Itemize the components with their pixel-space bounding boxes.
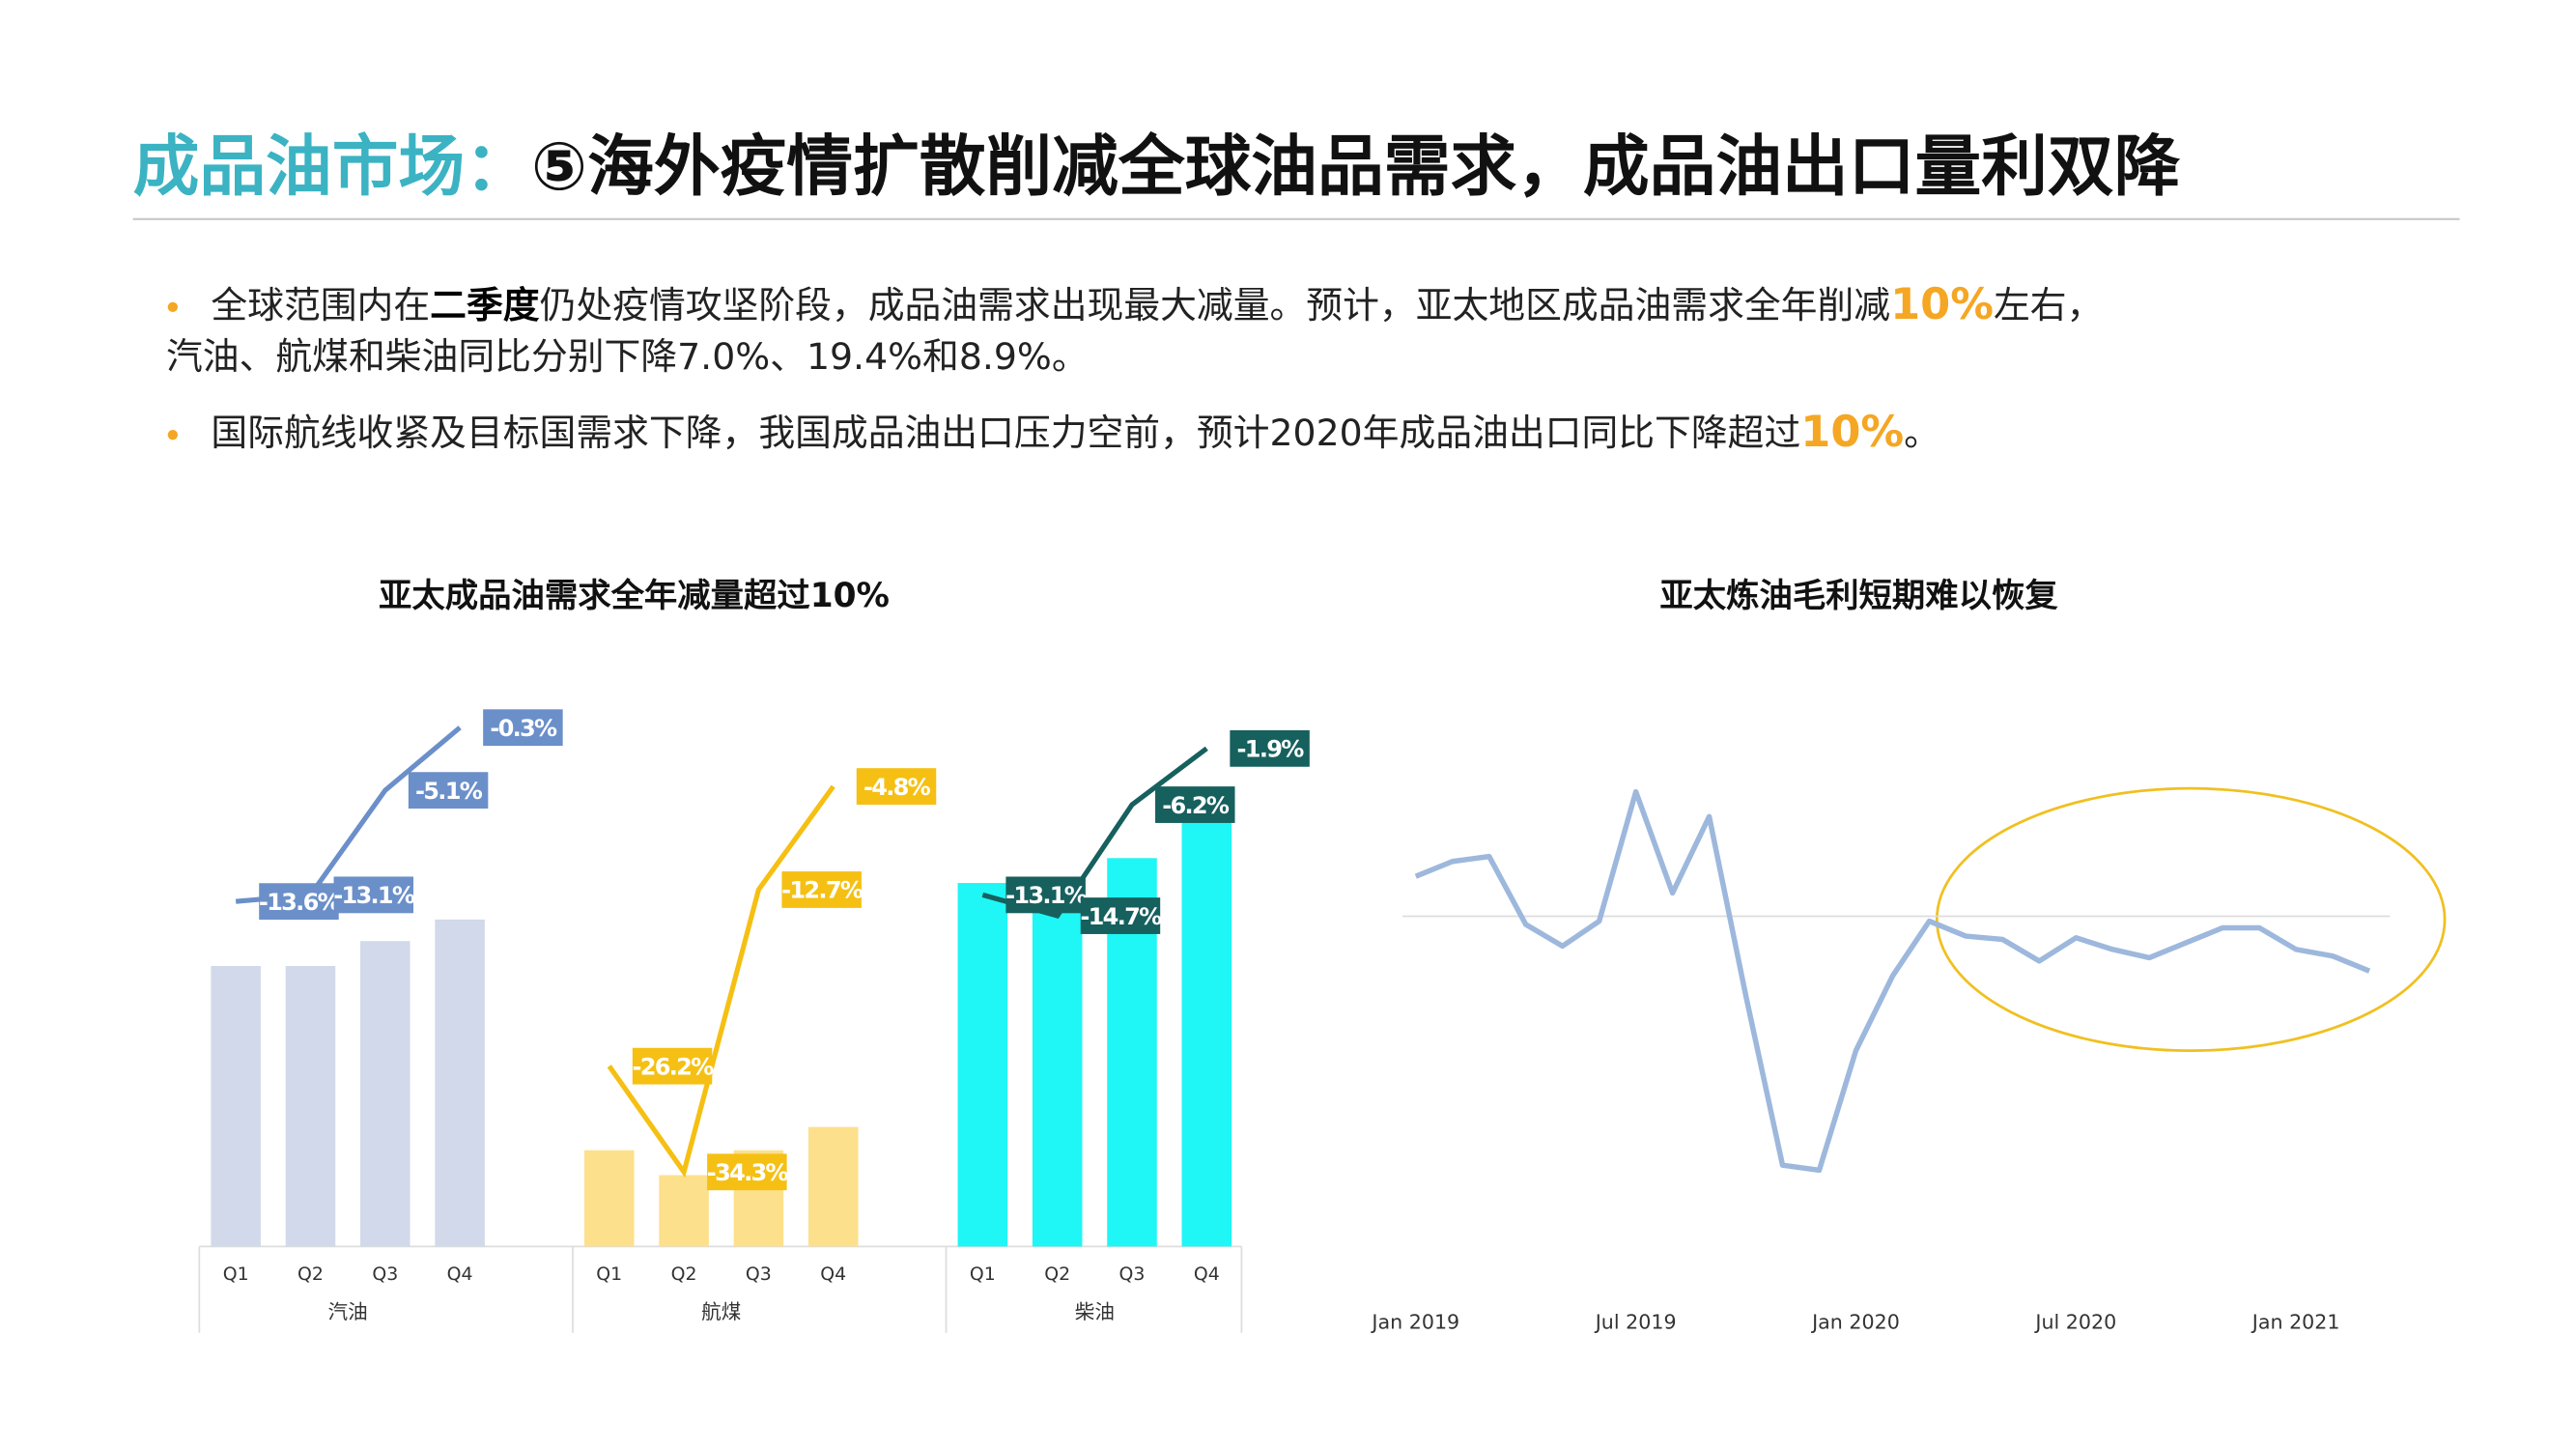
x-tick-label: Jan 2021 — [2250, 1310, 2340, 1333]
bullet-dot — [167, 430, 179, 440]
bar — [659, 1175, 709, 1247]
data-label: -5.1% — [415, 778, 483, 805]
data-label: -6.2% — [1162, 792, 1230, 819]
label-box — [483, 709, 563, 747]
bullet-line: 全球范围内在二季度仍处疫情攻坚阶段，成品油需求出现最大减量。预计，亚太地区成品油… — [211, 279, 2103, 329]
bullet-text: 二季度 — [430, 283, 540, 326]
label-box — [259, 883, 339, 921]
data-label: -34.3% — [707, 1159, 789, 1186]
x-tick-label: Q1 — [596, 1264, 622, 1285]
margin-line — [1414, 788, 2371, 1174]
bar — [807, 1126, 859, 1247]
chart-title: 亚太成品油需求全年减量超过10% — [379, 577, 890, 615]
label-box — [408, 772, 489, 810]
data-label: -13.6% — [259, 889, 341, 916]
x-tick-label: Q3 — [746, 1264, 772, 1285]
group-label: 柴油 — [1075, 1300, 1115, 1323]
slide-title: 成品油市场：⑤海外疫情扩散削减全球油品需求，成品油出口量利双降 — [133, 128, 2181, 206]
label-box — [1155, 786, 1235, 823]
bar — [435, 919, 485, 1247]
data-label: -13.1% — [333, 882, 415, 909]
bar — [583, 1150, 635, 1247]
data-label: -12.7% — [781, 877, 863, 904]
x-tick-label: Q3 — [372, 1264, 398, 1285]
bullet-line: 国际航线收紧及目标国需求下降，我国成品油出口压力空前，预计2020年成品油出口同… — [211, 407, 1940, 457]
label-box — [856, 768, 937, 805]
x-tick-label: Q2 — [671, 1264, 697, 1285]
title-main: ⑤海外疫情扩散削减全球油品需求，成品油出口量利双降 — [531, 128, 2181, 206]
label-box — [1005, 876, 1086, 914]
x-tick-label: Q2 — [297, 1264, 324, 1285]
label-box — [707, 1153, 787, 1191]
label-box — [632, 1047, 713, 1085]
label-box — [1230, 729, 1310, 767]
bullet-text: 左右， — [1994, 283, 2103, 326]
bullet-text: 全球范围内在 — [211, 283, 430, 326]
change-line — [607, 784, 835, 1179]
bar — [211, 966, 261, 1247]
x-tick-label: Q3 — [1119, 1264, 1146, 1285]
x-tick-label: Jan 2019 — [1370, 1310, 1459, 1333]
bar — [1181, 808, 1232, 1247]
bar — [957, 883, 1008, 1247]
bar — [1032, 904, 1083, 1247]
bullet-text: 汽油、航煤和柴油同比分别下降7.0%、19.4%和8.9%。 — [166, 335, 1089, 378]
x-tick-label: Jul 2020 — [2033, 1310, 2116, 1333]
x-tick-label: Q4 — [1194, 1264, 1220, 1285]
x-tick-label: Jan 2020 — [1810, 1310, 1900, 1333]
bar — [285, 966, 336, 1247]
x-tick-label: Q1 — [223, 1264, 249, 1285]
x-tick-label: Q4 — [447, 1264, 473, 1285]
change-line — [235, 725, 462, 904]
data-label: -14.7% — [1080, 903, 1162, 930]
highlight-ellipse — [1935, 786, 2447, 1053]
data-label: -1.9% — [1237, 736, 1305, 763]
bullet-text: 国际航线收紧及目标国需求下降，我国成品油出口压力空前，预计2020年成品油出口同… — [211, 412, 1800, 454]
title-lead: 成品油市场： — [133, 128, 531, 206]
group-label: 汽油 — [328, 1300, 368, 1323]
bullet-line: 汽油、航煤和柴油同比分别下降7.0%、19.4%和8.9%。 — [166, 335, 1089, 378]
label-box — [1080, 897, 1161, 934]
bullet-text: 仍处疫情攻坚阶段，成品油需求出现最大减量。预计，亚太地区成品油需求全年削减 — [540, 283, 1891, 326]
bullet-text: 10% — [1890, 279, 1994, 329]
bar — [360, 941, 410, 1247]
data-label: -4.8% — [863, 774, 931, 801]
x-tick-label: Q1 — [970, 1264, 996, 1285]
bullet-text: 10% — [1800, 407, 1904, 457]
chart-title: 亚太炼油毛利短期难以恢复 — [1659, 577, 2058, 615]
data-label: -13.1% — [1005, 882, 1088, 909]
group-label: 航煤 — [701, 1300, 741, 1323]
label-box — [333, 876, 414, 914]
data-label: -26.2% — [632, 1053, 714, 1080]
label-box — [781, 871, 862, 908]
x-tick-label: Q4 — [820, 1264, 846, 1285]
bullet-text: 。 — [1904, 412, 1940, 454]
data-label: -0.3% — [490, 715, 557, 742]
x-tick-label: Jul 2019 — [1594, 1310, 1677, 1333]
x-tick-label: Q2 — [1044, 1264, 1070, 1285]
bullet-dot — [167, 301, 179, 313]
